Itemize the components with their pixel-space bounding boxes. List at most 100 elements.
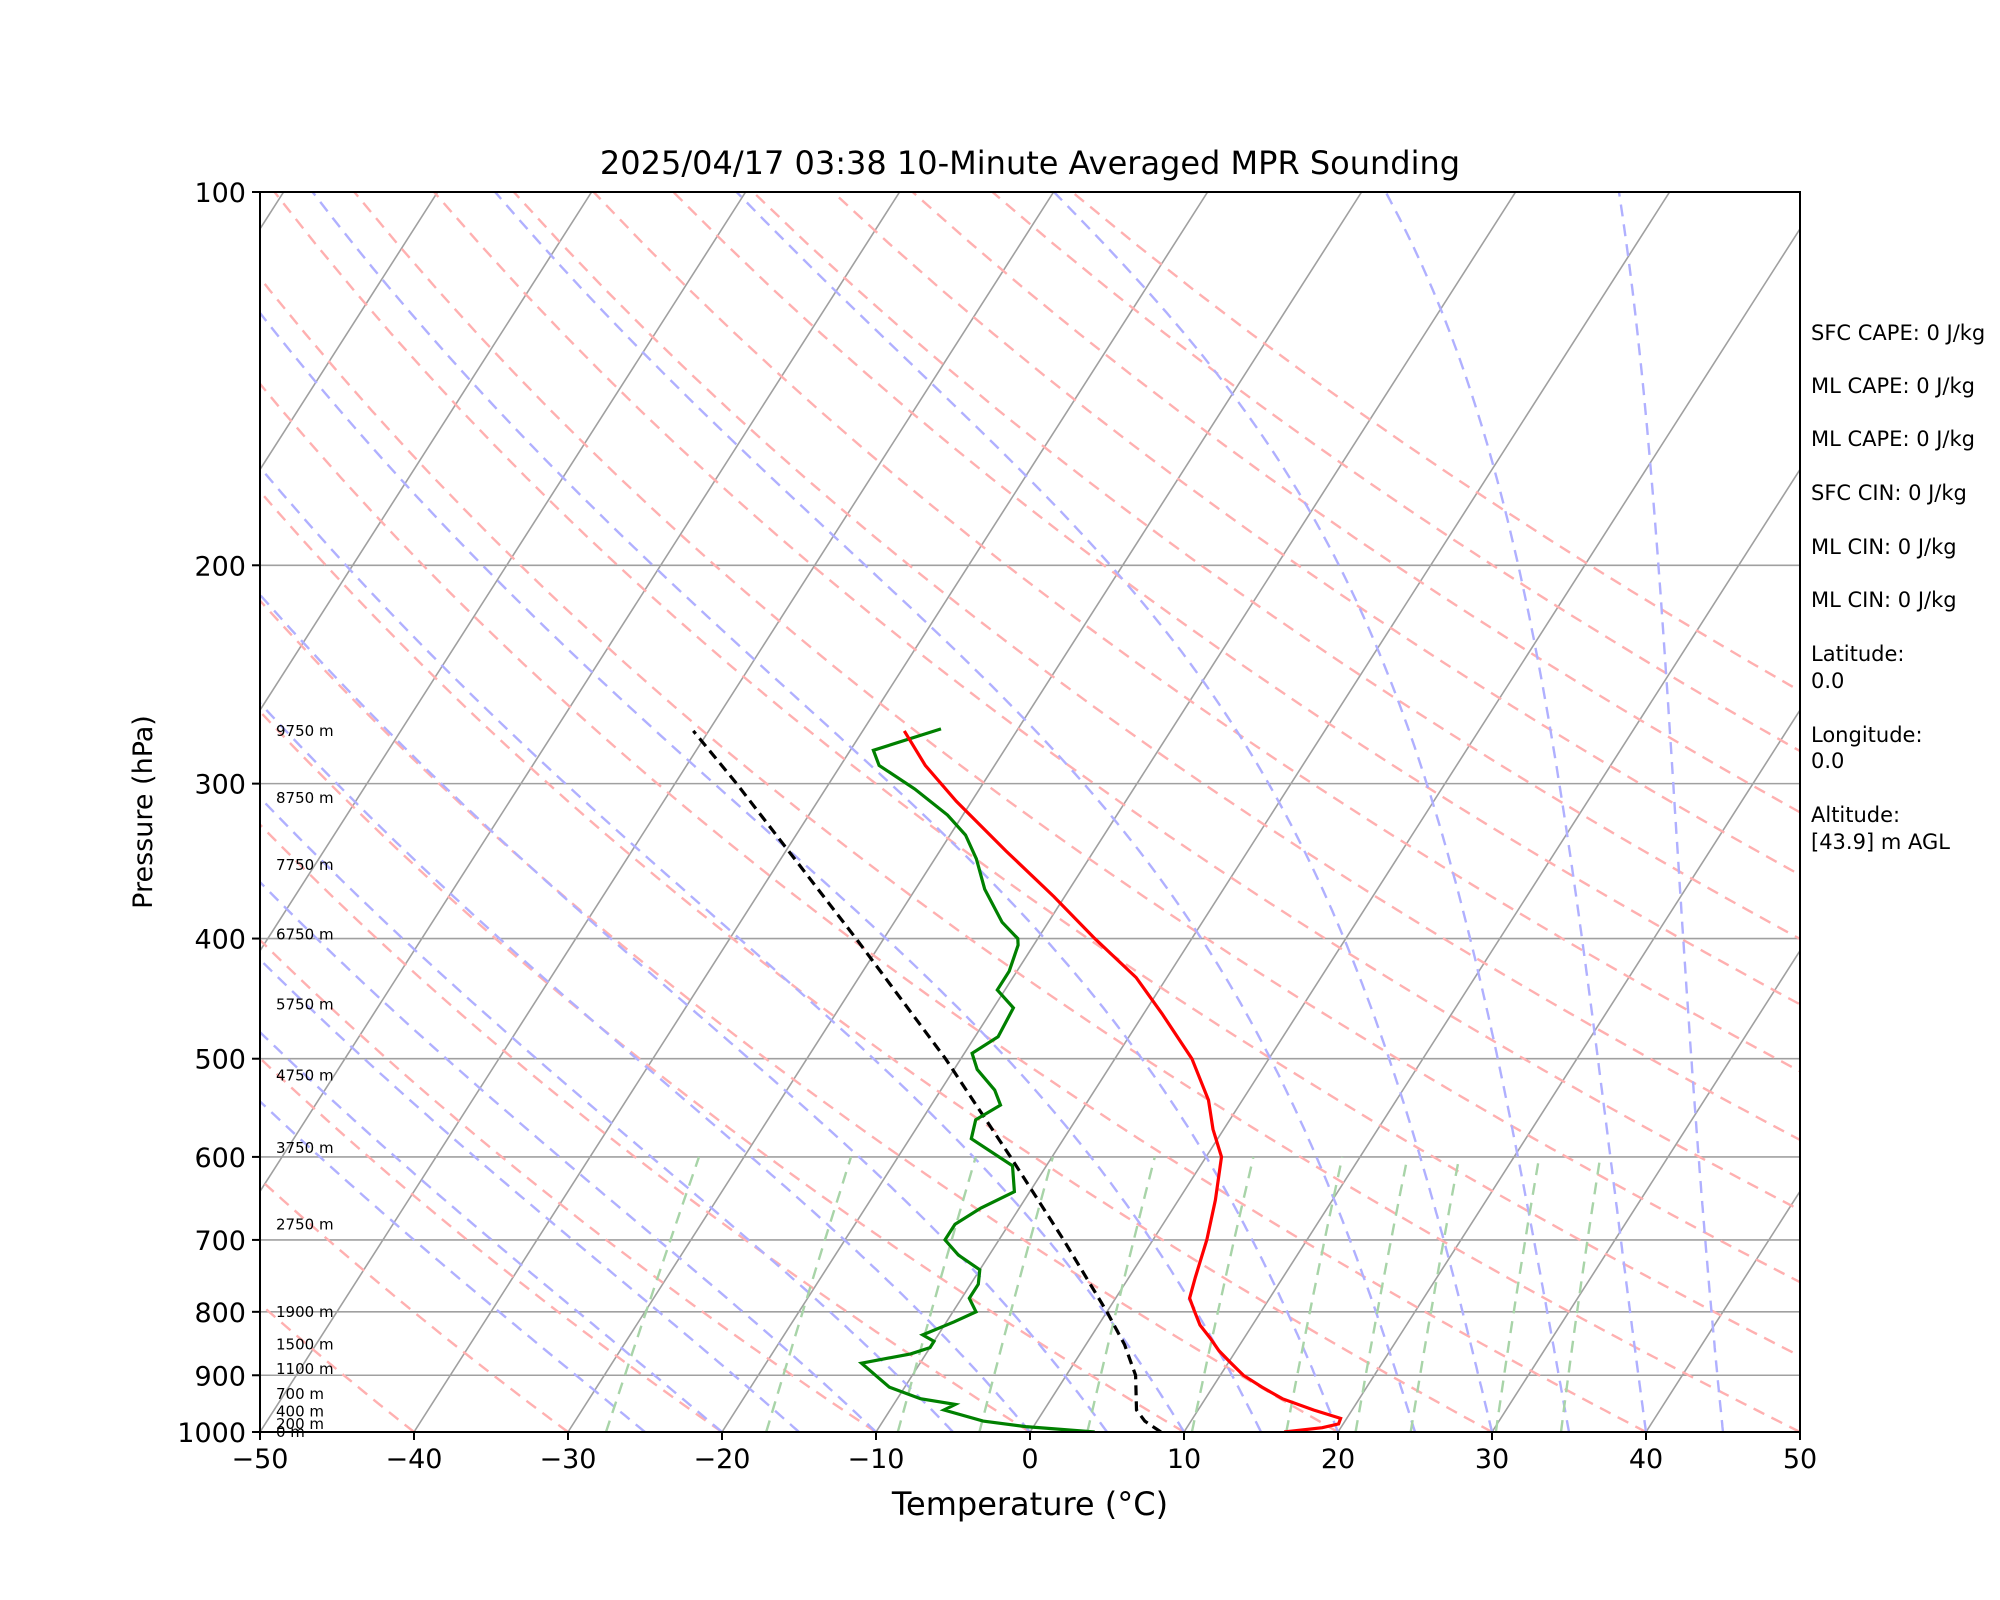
- moist-adiabat-line: [260, 795, 954, 1432]
- mixing-ratio-line: [765, 1156, 853, 1432]
- dry-adiabat-line: [1071, 192, 1800, 693]
- moist-adiabat-line: [260, 311, 1263, 1432]
- y-tick-label: 1000: [177, 1418, 246, 1449]
- dry-adiabat-line: [353, 192, 1800, 1284]
- latitude-value: 0.0: [1811, 669, 1844, 693]
- height-label: 400 m: [276, 1403, 324, 1421]
- height-label: 3750 m: [276, 1139, 334, 1157]
- y-tick-label: 600: [194, 1143, 246, 1174]
- moist-adiabat-line: [1384, 192, 1648, 1432]
- x-tick-label: 20: [1321, 1444, 1355, 1475]
- height-labels: 9750 m 8750 m 7750 m 6750 m 5750 m 4750 m 3750…: [276, 722, 334, 1441]
- mixing-ratio-line: [1354, 1156, 1409, 1432]
- ml-cin-text: ML CIN: 0 J/kg: [1811, 535, 1957, 559]
- height-label: 700 m: [276, 1385, 324, 1403]
- isotherm-line: [875, 192, 1671, 1432]
- x-tick-label: −30: [540, 1444, 597, 1475]
- isotherm-line: [260, 192, 747, 953]
- x-tick-label: −10: [848, 1444, 905, 1475]
- parcel-path: [692, 729, 1162, 1432]
- profiles: [692, 727, 1343, 1432]
- x-tick-label: −50: [232, 1444, 289, 1475]
- height-label: 1500 m: [276, 1335, 334, 1353]
- mixing-ratio-line: [1494, 1156, 1541, 1432]
- mixing-ratio-line: [1285, 1156, 1344, 1432]
- dry-adiabat-line: [512, 192, 1800, 1142]
- dry-adiabat-line: [260, 275, 1800, 1432]
- y-tick-label: 300: [194, 770, 246, 801]
- moist-adiabat-line: [260, 957, 800, 1432]
- dry-adiabat-line: [433, 192, 1800, 1212]
- isotherm-line: [260, 192, 1055, 1432]
- altitude-value: [43.9] m AGL: [1811, 830, 1950, 854]
- y-tick-label: 400: [194, 925, 246, 956]
- dry-adiabat-line: [260, 1056, 723, 1432]
- moist-adiabat-line: [1617, 192, 1725, 1432]
- x-axis-ticks: −50 −40 −30 −20 −10 0 10 20 30 40 50: [232, 1432, 1817, 1475]
- y-axis-label: Pressure (hPa): [128, 715, 159, 909]
- sfc-cin-text: SFC CIN: 0 J/kg: [1811, 481, 1967, 505]
- x-tick-label: 50: [1783, 1444, 1817, 1475]
- height-label: 2750 m: [276, 1215, 334, 1233]
- dry-adiabat-line: [911, 192, 1800, 814]
- dry-adiabat-line: [260, 709, 1185, 1432]
- height-label: 1100 m: [276, 1360, 334, 1378]
- x-tick-label: 40: [1629, 1444, 1663, 1475]
- height-label: 4750 m: [276, 1067, 334, 1085]
- longitude-label: Longitude:: [1811, 723, 1923, 747]
- mixing-ratio-line: [604, 1156, 701, 1432]
- height-label: 6750 m: [276, 926, 334, 944]
- moist-adiabat-line: [1053, 192, 1571, 1432]
- moist-adiabat-line: [260, 1099, 646, 1432]
- isotherm-line: [0, 192, 130, 1432]
- background-lines: [0, 192, 1800, 1432]
- plot-frame: [259, 191, 1801, 1433]
- temperature-line: [902, 730, 1343, 1432]
- moist-adiabat-line: [735, 192, 1494, 1432]
- ml-cape-text-2: ML CAPE: 0 J/kg: [1811, 427, 1975, 451]
- side-info: SFC CAPE: 0 J/kg ML CAPE: 0 J/kg ML CAPE…: [1811, 321, 1985, 854]
- sfc-cape-text: SFC CAPE: 0 J/kg: [1811, 321, 1985, 345]
- dry-adiabat-line: [260, 1177, 569, 1432]
- dry-adiabat-line: [260, 822, 1031, 1432]
- x-axis-label: Temperature (°C): [891, 1485, 1168, 1523]
- moist-adiabat-line: [260, 701, 1031, 1432]
- x-tick-label: 0: [1021, 1444, 1038, 1475]
- ml-cape-text: ML CAPE: 0 J/kg: [1811, 374, 1975, 398]
- mixing-ratio-line: [1086, 1156, 1156, 1432]
- y-tick-label: 200: [194, 551, 246, 582]
- x-tick-label: −40: [386, 1444, 443, 1475]
- moist-adiabat-line: [311, 192, 1340, 1432]
- dry-adiabat-line: [260, 598, 1339, 1432]
- moist-adiabat-line: [260, 593, 1108, 1432]
- isotherm-line: [1029, 227, 1800, 1432]
- x-tick-label: 10: [1167, 1444, 1201, 1475]
- y-tick-label: 900: [194, 1361, 246, 1392]
- isotherm-line: [1183, 468, 1800, 1432]
- mixing-ratio-line: [1559, 1156, 1602, 1432]
- dry-adiabat-line: [260, 382, 1647, 1432]
- isotherm-line: [260, 192, 901, 1193]
- mixing-ratio-line: [896, 1156, 977, 1432]
- y-axis-ticks: 100 200 300 400 500 600 700 800 900 1000: [177, 178, 260, 1449]
- height-label: 7750 m: [276, 856, 334, 874]
- longitude-value: 0.0: [1811, 749, 1844, 773]
- moist-adiabat-line: [260, 880, 877, 1432]
- y-tick-label: 500: [194, 1045, 246, 1076]
- dry-adiabat-line: [260, 489, 1493, 1432]
- moist-adiabat-line: [494, 192, 1417, 1432]
- y-tick-label: 100: [194, 178, 246, 209]
- moist-adiabat-line: [260, 465, 1186, 1432]
- mixing-ratio-line: [1190, 1156, 1255, 1432]
- isotherm-line: [1491, 949, 1800, 1432]
- latitude-label: Latitude:: [1811, 642, 1905, 666]
- isotherm-line: [260, 192, 593, 712]
- height-label: 200 m: [276, 1415, 324, 1433]
- dewpoint-line: [857, 727, 1095, 1432]
- mixing-ratio-line: [1409, 1156, 1461, 1432]
- isotherm-line: [260, 192, 439, 471]
- y-tick-label: 800: [194, 1298, 246, 1329]
- height-label: 1900 m: [276, 1303, 334, 1321]
- altitude-label: Altitude:: [1811, 803, 1900, 827]
